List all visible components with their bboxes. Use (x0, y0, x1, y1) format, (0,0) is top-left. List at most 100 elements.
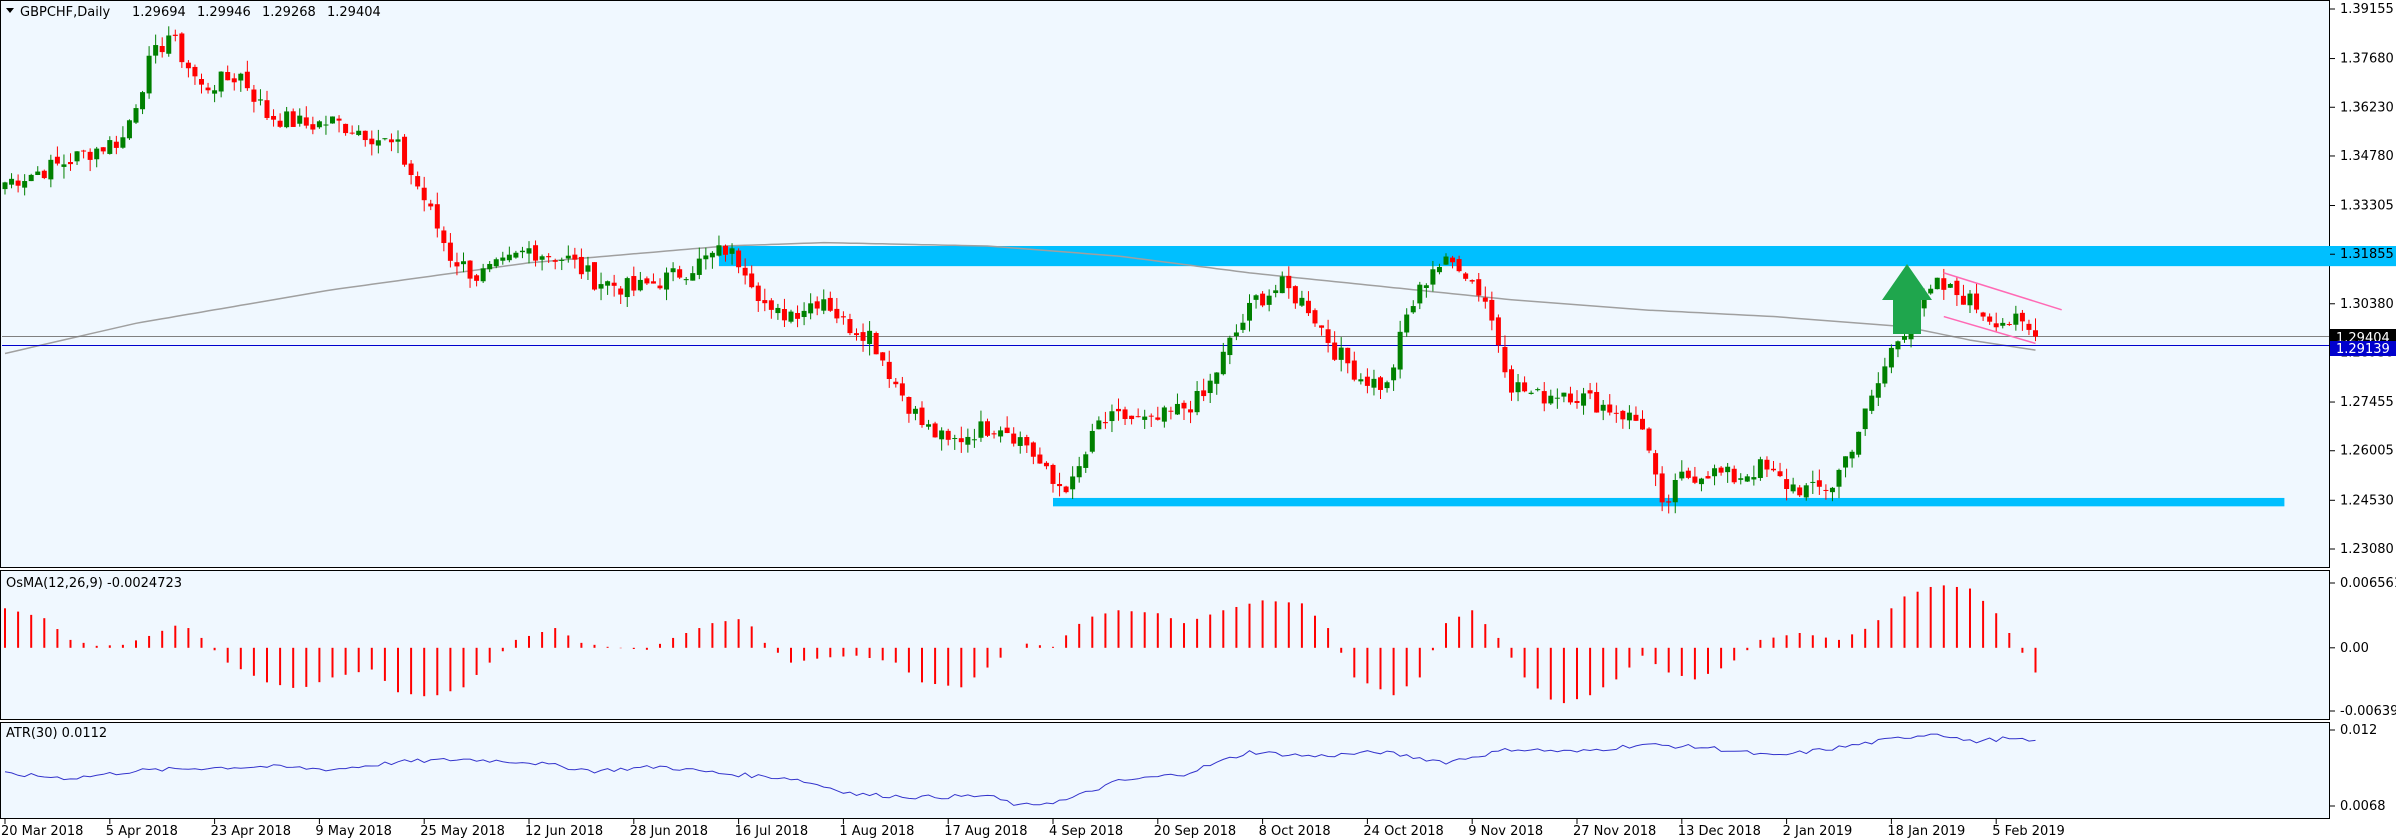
candle-body (1541, 391, 1547, 404)
candle-body (1633, 414, 1639, 421)
candle-body (998, 430, 1004, 437)
candle-body (415, 176, 421, 187)
candle-body (1050, 464, 1056, 484)
time-tick-label: 1 Aug 2018 (839, 824, 914, 839)
time-tick-label: 9 Nov 2018 (1468, 824, 1543, 839)
candle-body (709, 252, 715, 258)
candle-body (133, 108, 139, 123)
candle-body (1436, 266, 1442, 273)
candle-body (68, 162, 73, 165)
candle-body (1083, 454, 1089, 468)
candle-body (100, 147, 106, 152)
candle-body (41, 170, 47, 179)
time-tick-label: 20 Mar 2018 (1, 824, 83, 839)
candle-body (28, 174, 34, 182)
candle-body (1810, 481, 1816, 483)
candle-body (1358, 379, 1364, 382)
candle-body (2019, 312, 2025, 322)
candle-body (1463, 273, 1469, 279)
candle-body (2013, 313, 2019, 325)
candle-body (1672, 479, 1678, 503)
candle-body (716, 245, 722, 256)
candle-body (1928, 288, 1934, 294)
candle-body (1509, 369, 1514, 393)
candle-body (461, 261, 466, 265)
candle-body (1332, 342, 1338, 360)
candle-body (81, 150, 87, 152)
candle-body (1168, 410, 1174, 412)
candle-body (755, 285, 761, 301)
candle-body (1030, 442, 1036, 457)
candle-body (500, 257, 506, 261)
candle-body (382, 138, 388, 140)
candle-body (1587, 390, 1593, 394)
candle-body (1325, 329, 1331, 343)
candle-body (205, 87, 211, 91)
candle-body (546, 256, 552, 258)
candle-body (402, 136, 408, 165)
candle-body (1063, 486, 1069, 493)
up-arrow-icon (1882, 264, 1932, 334)
candle-body (310, 124, 316, 130)
candle-body (1705, 476, 1711, 479)
candle-body (1980, 312, 1986, 317)
candle-body (1207, 380, 1213, 394)
candle-body (1096, 420, 1102, 430)
candle-body (1764, 459, 1770, 470)
candle-body (271, 115, 277, 120)
candle-body (827, 297, 833, 311)
candle-body (48, 159, 54, 180)
candle-body (1292, 286, 1298, 304)
candle-body (631, 276, 637, 291)
atr-label: ATR(30) 0.0112 (6, 726, 107, 741)
candle-body (880, 352, 886, 361)
candle-body (932, 423, 938, 438)
time-tick-label: 8 Oct 2018 (1259, 824, 1331, 839)
candle-body (1122, 409, 1128, 420)
candle-body (775, 307, 781, 314)
candle-body (218, 71, 224, 92)
candle-body (795, 312, 801, 319)
hline-price-tag (2330, 341, 2396, 356)
candle-body (1188, 409, 1194, 413)
candle-body (1286, 275, 1292, 289)
candle-body (1620, 410, 1626, 420)
candle-body (1659, 473, 1665, 503)
candle-body (1626, 412, 1632, 421)
candle-body (1116, 408, 1121, 412)
candle-body (1109, 411, 1115, 422)
osma-scale: 0.0065612 0.00 -0.0063988 (2330, 576, 2396, 719)
candle-body (1194, 390, 1200, 413)
candle-body (1528, 392, 1534, 394)
candle-body (1862, 408, 1868, 430)
candle-body (677, 269, 683, 278)
candle-body (821, 299, 827, 311)
candle-body (1882, 366, 1888, 384)
candle-body (1024, 437, 1030, 446)
candle-body (1640, 418, 1645, 430)
candle-body (952, 438, 958, 440)
candle-body (742, 267, 748, 276)
candle-body (670, 268, 676, 273)
candle-body (1653, 453, 1659, 475)
candle-body (94, 148, 100, 160)
atr-panel (0, 722, 2330, 819)
candle-body (873, 333, 879, 355)
price-tick-label: 1.37680 (2340, 52, 2394, 67)
candle-body (578, 256, 584, 275)
candle-body (2033, 330, 2038, 337)
candle-body (926, 424, 932, 427)
candle-body (690, 273, 696, 281)
candle-body (1397, 331, 1403, 370)
candle-body (1666, 501, 1672, 503)
candle-body (113, 141, 119, 148)
candle-body (801, 310, 807, 318)
candle-body (1888, 347, 1894, 368)
time-tick-label: 12 Jun 2018 (525, 824, 603, 839)
candle-body (1089, 430, 1095, 452)
panel-collapse-icon[interactable] (6, 8, 14, 13)
candle-body (1725, 466, 1731, 473)
candle-body (1849, 451, 1855, 459)
candle-body (1253, 295, 1259, 300)
